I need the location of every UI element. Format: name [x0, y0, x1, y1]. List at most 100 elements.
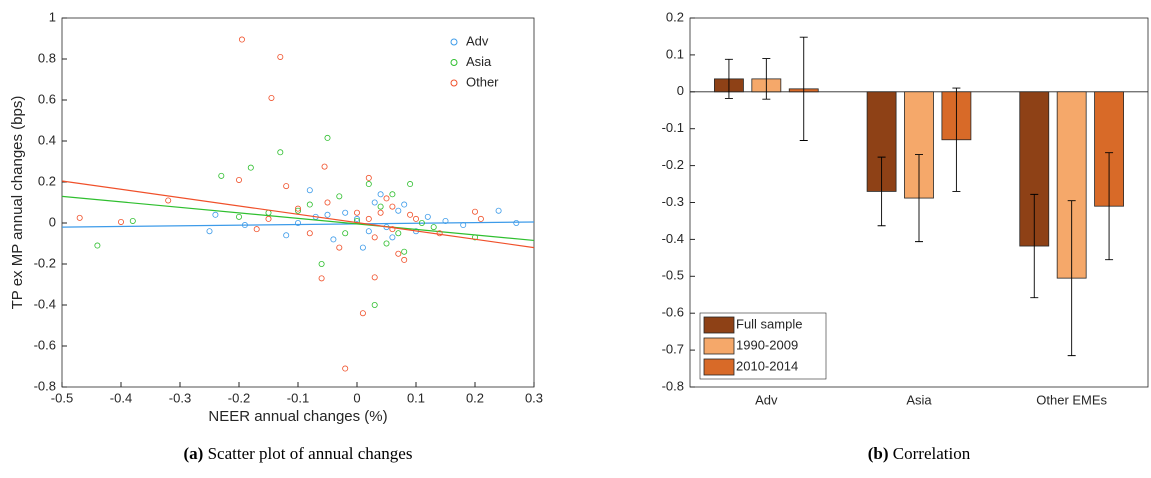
scatter-point — [495, 207, 502, 214]
y-tick-label: 0.2 — [666, 9, 684, 24]
y-tick-label: -0.8 — [662, 378, 684, 393]
scatter-point — [306, 201, 313, 208]
scatter-point — [389, 226, 396, 233]
error-bar — [724, 58, 733, 99]
scatter-point — [365, 228, 372, 235]
scatter-point — [371, 301, 378, 308]
scatter-point — [206, 228, 213, 235]
x-tick-label: -0.1 — [287, 390, 309, 405]
scatter-point — [371, 199, 378, 206]
scatter-point — [253, 226, 260, 233]
scatter-point — [294, 205, 301, 212]
scatter-point — [265, 215, 272, 222]
scatter-point — [389, 191, 396, 198]
scatter-point — [401, 256, 408, 263]
fit-line — [61, 221, 535, 228]
y-tick-label: -0.6 — [662, 305, 684, 320]
x-tick-label: 0 — [353, 390, 360, 405]
scatter-point — [477, 215, 484, 222]
scatter-point — [342, 230, 349, 237]
scatter-point — [395, 230, 402, 237]
scatter-point — [383, 195, 390, 202]
fit-line — [61, 180, 535, 249]
scatter-point — [471, 208, 478, 215]
scatter-point — [377, 203, 384, 210]
scatter-point — [212, 211, 219, 218]
y-tick-label: -0.4 — [662, 231, 684, 246]
scatter-point — [359, 310, 366, 317]
scatter-point — [238, 36, 245, 43]
y-tick-label: -0.5 — [662, 268, 684, 283]
error-bar — [952, 87, 961, 192]
legend-swatch — [703, 316, 735, 334]
y-tick-label: -0.8 — [34, 378, 56, 393]
scatter-point — [395, 250, 402, 257]
scatter-point — [442, 217, 449, 224]
scatter-point — [324, 211, 331, 218]
scatter-point — [165, 197, 172, 204]
scatter-point — [365, 174, 372, 181]
y-axis-label: TP ex MP annual changes (bps) — [9, 96, 26, 310]
legend-label: Full sample — [736, 316, 802, 331]
y-tick-label: -0.6 — [34, 337, 56, 352]
y-tick-label: 0.8 — [38, 50, 56, 65]
y-tick-label: 1 — [49, 9, 56, 24]
scatter-point — [365, 215, 372, 222]
scatter-point — [377, 191, 384, 198]
scatter-point — [94, 242, 101, 249]
x-tick-label: -0.3 — [169, 390, 191, 405]
legend-label: Adv — [466, 33, 489, 48]
error-bar — [762, 58, 771, 100]
error-bar — [1030, 193, 1039, 299]
scatter-point — [395, 207, 402, 214]
scatter-point — [324, 134, 331, 141]
x-tick-label: 0.2 — [466, 390, 484, 405]
scatter-point — [359, 244, 366, 251]
x-tick-label: 0.3 — [525, 390, 543, 405]
scatter-point — [318, 275, 325, 282]
y-tick-label: 0.4 — [38, 132, 56, 147]
scatter-point — [336, 244, 343, 251]
scatter-point — [294, 207, 301, 214]
scatter-point — [118, 218, 125, 225]
error-bar — [1067, 200, 1076, 357]
scatter-point — [436, 230, 443, 237]
scatter-point — [418, 219, 425, 226]
x-tick-label: Asia — [906, 392, 932, 407]
scatter-point — [389, 234, 396, 241]
x-tick-label: -0.4 — [110, 390, 132, 405]
scatter-point — [412, 215, 419, 222]
caption-text: Scatter plot of annual changes — [208, 444, 413, 463]
legend-swatch — [703, 358, 735, 376]
scatter-point — [324, 199, 331, 206]
fit-line — [61, 195, 535, 242]
scatter-point — [294, 219, 301, 226]
error-bar — [799, 36, 808, 141]
scatter-point — [330, 236, 337, 243]
y-tick-label: -0.2 — [34, 255, 56, 270]
scatter-point — [389, 203, 396, 210]
scatter-point — [129, 217, 136, 224]
scatter-point — [306, 187, 313, 194]
scatter-point — [513, 219, 520, 226]
y-tick-label: -0.1 — [662, 120, 684, 135]
scatter-point — [383, 240, 390, 247]
caption: (a) Scatter plot of annual changes — [184, 444, 413, 463]
caption: (b) Correlation — [868, 444, 971, 463]
x-axis-label: NEER annual changes (%) — [208, 408, 387, 425]
legend-swatch — [703, 337, 735, 355]
scatter-point — [342, 209, 349, 216]
scatter-point — [247, 164, 254, 171]
scatter-point — [318, 260, 325, 267]
error-bar — [877, 156, 886, 227]
legend-marker — [450, 59, 458, 66]
scatter-point — [371, 234, 378, 241]
x-tick-label: -0.2 — [228, 390, 250, 405]
x-tick-label: 0.1 — [407, 390, 425, 405]
caption-label: (b) — [868, 444, 889, 463]
scatter-point — [407, 211, 414, 218]
y-tick-label: 0 — [677, 83, 684, 98]
y-tick-label: 0.6 — [38, 91, 56, 106]
scatter-point — [424, 213, 431, 220]
